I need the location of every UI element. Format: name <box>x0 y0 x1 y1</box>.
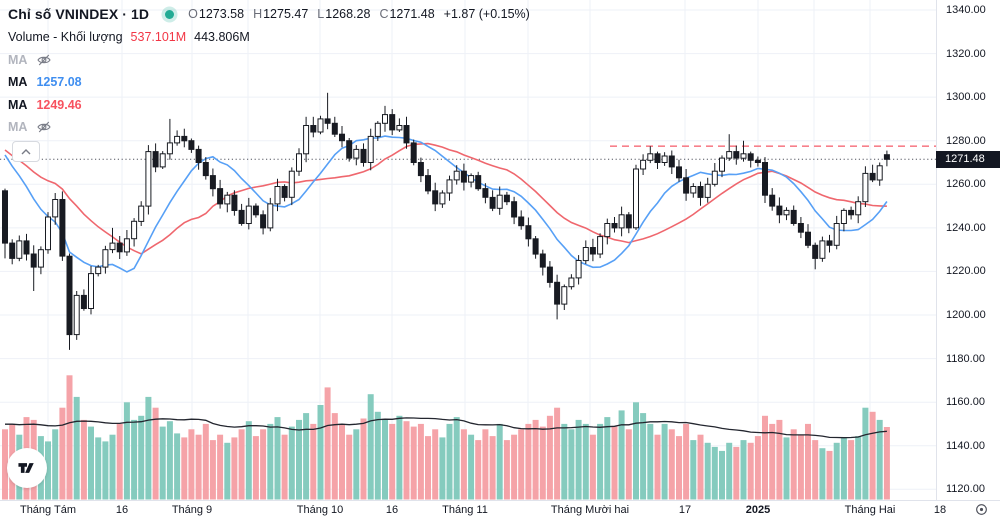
price-tick-label: 1340.00 <box>946 4 986 16</box>
legend-collapse-button[interactable] <box>12 141 40 162</box>
price-tick-label: 1220.00 <box>946 265 986 278</box>
time-tick-label: 16 <box>385 504 399 516</box>
tradingview-logo-glyph <box>18 463 34 473</box>
volume-value: 537.101M <box>130 30 187 44</box>
time-tick-label: Tháng Mười hai <box>550 504 630 516</box>
high-label: H <box>253 7 263 21</box>
open-label: O <box>188 7 198 21</box>
time-axis[interactable]: Tháng Tám 16 Tháng 9 Tháng 10 16 Tháng 11 Thán… <box>0 500 1000 517</box>
time-tick-label: Tháng 9 <box>171 504 213 516</box>
eye-off-icon[interactable] <box>36 119 52 135</box>
time-tick-label: Tháng Hai <box>844 504 896 516</box>
price-tick-label: 1120.00 <box>946 483 985 496</box>
tradingview-logo[interactable] <box>7 448 47 488</box>
volume-indicator-label: Volume - Khối lượng <box>8 30 123 44</box>
volume-ma-line <box>5 417 887 439</box>
ma-indicator-row[interactable]: MA 1257.08 <box>8 75 82 89</box>
high-value: 1275.47 <box>263 7 309 21</box>
close-value: 1271.48 <box>389 7 435 21</box>
price-tick-label: 1160.00 <box>946 396 985 409</box>
price-tick-label: 1320.00 <box>946 47 986 60</box>
change-value: +1.87 (+0.15%) <box>443 7 530 21</box>
chevron-up-icon <box>21 148 31 154</box>
time-tick-label: Tháng Tám <box>19 504 77 516</box>
volume-indicator-row[interactable]: Volume - Khối lượng 537.101M 443.806M <box>8 30 250 44</box>
candles <box>2 92 890 350</box>
ohlc-values: O1273.58 H1275.47 L1268.28 C1271.48 +1.8… <box>188 7 530 21</box>
low-label: L <box>317 7 325 21</box>
time-tick-label: 18 <box>933 504 947 516</box>
current-price-badge: 1271.48 <box>936 150 1000 168</box>
price-tick-label: 1240.00 <box>946 221 986 234</box>
symbol-title[interactable]: Chỉ số VNINDEX · 1D <box>8 6 150 22</box>
ma-fast-line <box>4 135 888 273</box>
ma-indicator-row[interactable]: MA <box>8 118 52 136</box>
price-tick-label: 1260.00 <box>946 178 986 191</box>
open-value: 1273.58 <box>198 7 245 21</box>
time-tick-label: 16 <box>115 504 129 516</box>
price-tick-label: 1180.00 <box>946 352 985 365</box>
eye-off-icon[interactable] <box>36 52 52 68</box>
price-tick-label: 1140.00 <box>946 439 985 452</box>
time-tick-label: 2025 <box>745 504 771 516</box>
volume-ma-value: 443.806M <box>194 30 250 44</box>
time-tick-label: Tháng 11 <box>442 504 488 516</box>
price-axis[interactable]: 1340.00 1320.00 1300.00 1280.00 1260.00 1240.… <box>936 0 1000 500</box>
time-tick-label: 17 <box>678 504 692 516</box>
ma-indicator-row[interactable]: MA 1249.46 <box>8 98 82 112</box>
low-value: 1268.28 <box>325 7 371 21</box>
price-tick-label: 1300.00 <box>946 91 986 104</box>
volume-bars <box>2 375 890 500</box>
axis-settings-icon[interactable] <box>975 503 988 516</box>
close-label: C <box>379 7 389 21</box>
market-status-dot[interactable] <box>165 9 175 19</box>
ma-indicator-row[interactable]: MA <box>8 51 52 69</box>
price-tick-label: 1280.00 <box>946 134 986 147</box>
time-tick-label: Tháng 10 <box>296 504 344 516</box>
price-tick-label: 1200.00 <box>946 309 986 321</box>
ma-slow-line <box>4 142 887 255</box>
